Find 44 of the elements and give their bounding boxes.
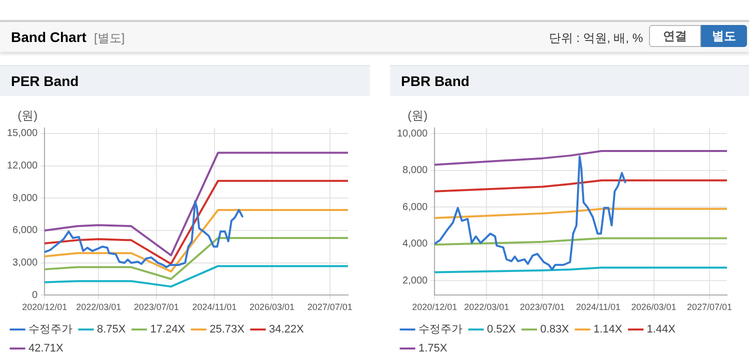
x-tick-label: 2020/12/01 [22,302,68,312]
y-axis-title: (원) [18,108,38,122]
y-tick-label: 6,000 [402,202,428,213]
x-tick-label: 2023/07/01 [134,302,179,312]
x-tick-label: 2024/11/01 [576,302,620,312]
text: [별도] [94,30,125,47]
text: 별도 [701,25,747,47]
x-tick-label: 2026/03/01 [250,302,295,312]
text: 연결 [649,25,701,47]
y-tick-label: 12,000 [6,160,38,172]
legend-label: 1.75X [418,342,448,355]
legend-label: 1.44X [646,324,676,336]
text: Band Chart [11,29,86,45]
legend-label: 8.75X [97,324,126,336]
x-tick-label: 2022/03/01 [76,302,122,312]
x-tick-label: 2023/07/01 [520,302,565,312]
legend-label: 수정주가 [418,324,462,336]
legend-label: 수정주가 [28,324,72,336]
y-tick-label: 2,000 [402,275,428,286]
x-tick-label: 2020/12/01 [412,302,458,312]
y-tick-label: 3,000 [12,258,38,269]
x-tick-label: 2027/07/01 [307,302,352,312]
x-tick-label: 2024/11/01 [192,302,237,312]
legend-label: 0.52X [487,324,516,336]
y-tick-label: 8,000 [402,165,428,176]
chart-title: PBR Band [390,65,749,96]
chart-title: PER Band [0,65,370,96]
legend-label: 0.83X [540,324,570,336]
legend-label: 1.14X [593,324,623,336]
y-axis-title: (원) [408,108,428,122]
x-tick-label: 2022/03/01 [464,302,510,312]
y-tick-label: 6,000 [12,225,38,236]
y-tick-label: 9,000 [12,192,38,204]
y-tick-label: 0 [32,290,38,301]
text: 단위 : 억원, 배, % [548,30,643,47]
legend-label: 34.22X [268,324,304,336]
legend-label: 42.71X [28,342,64,355]
x-tick-label: 2026/03/01 [631,302,676,312]
y-tick-label: 10,000 [396,128,428,140]
y-tick-label: 15,000 [6,128,38,140]
legend-label: 25.73X [210,324,246,336]
legend-label: 17.24X [150,324,186,336]
x-tick-label: 2027/07/01 [686,302,732,312]
y-tick-label: 4,000 [402,238,428,250]
